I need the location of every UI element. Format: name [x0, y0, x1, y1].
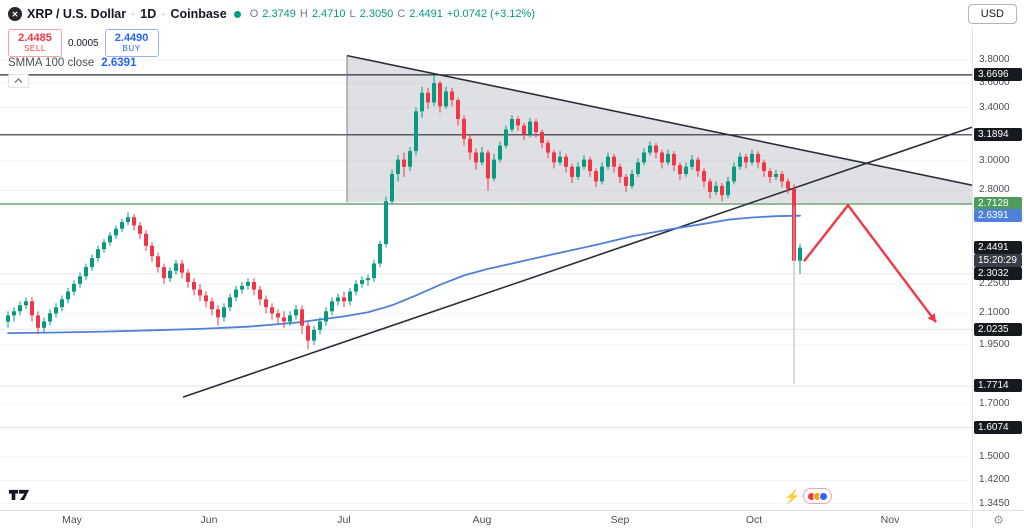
high-value: 2.4710	[311, 8, 346, 20]
forecast-arrowhead	[927, 313, 936, 323]
low-label: L	[349, 8, 356, 20]
spread-value: 0.0005	[68, 37, 99, 49]
price-tick: 2.2500	[979, 277, 1010, 289]
currency-toggle-button[interactable]: USD	[967, 4, 1017, 24]
price-tick: 3.0000	[979, 154, 1010, 166]
reactions-icon[interactable]	[803, 488, 833, 504]
price-tick: 2.8000	[979, 184, 1010, 196]
buy-sell-panel: 2.4485 SELL 0.0005 2.4490 BUY	[8, 29, 159, 57]
ohlc-readout: O 2.3749 H 2.4710 L 2.3050 C 2.4491 +0.0742 …	[250, 8, 535, 20]
flash-icon[interactable]: ⚡	[784, 488, 801, 504]
time-label-may: May	[62, 514, 82, 526]
price-level-badge: 2.7128	[974, 197, 1022, 211]
open-label: O	[249, 8, 259, 20]
triangle-pattern[interactable]	[347, 55, 972, 204]
scale-settings-icon[interactable]: ⚙	[993, 512, 1004, 527]
time-label-aug: Aug	[472, 514, 492, 526]
forecast-arrow[interactable]	[803, 203, 937, 323]
price-level-badge: 3.1894	[974, 128, 1022, 142]
time-label-nov: Nov	[880, 514, 900, 526]
indicator-name: SMMA 100 close	[8, 57, 95, 69]
price-level-badge: 3.6696	[974, 68, 1022, 82]
price-level-badge: 2.3032	[974, 267, 1022, 281]
price-tick: 1.9500	[979, 338, 1010, 350]
indicator-legend[interactable]: SMMA 100 close 2.6391	[8, 57, 136, 69]
interval-label[interactable]: 1D	[140, 7, 157, 21]
change-value: +0.0742 (+3.12%)	[446, 8, 535, 20]
price-axis[interactable]: 3.8000 3.6000 3.4000 3.0000 2.8000 2.2500 2.10…	[972, 28, 1024, 510]
countdown-badge: 15:20:29	[974, 254, 1022, 268]
separator-dot: ·	[161, 7, 166, 21]
close-value: 2.4491	[409, 8, 443, 20]
price-tick: 1.7000	[979, 397, 1010, 409]
collapse-legend-button[interactable]	[8, 74, 29, 88]
smma-line[interactable]	[7, 214, 801, 335]
low-value: 2.3050	[359, 8, 394, 20]
price-tick: 3.4000	[979, 101, 1010, 113]
axis-corner: ⚙	[972, 510, 1024, 528]
time-label-jul: Jul	[337, 514, 351, 526]
price-tick: 1.3450	[979, 497, 1010, 509]
price-level-badge: 1.6074	[974, 420, 1022, 434]
tradingview-logo[interactable]	[8, 486, 30, 508]
time-label-jun: Jun	[200, 514, 218, 526]
tradingview-logo-icon	[8, 489, 30, 500]
price-tick: 3.8000	[979, 54, 1010, 66]
sell-button[interactable]: 2.4485 SELL	[8, 29, 62, 57]
separator-dot: ·	[131, 7, 136, 21]
sell-price: 2.4485	[18, 32, 52, 44]
exchange-label: Coinbase	[170, 7, 227, 21]
open-value: 2.3749	[262, 8, 296, 20]
symbol-logo-icon: ✕	[8, 7, 22, 21]
price-level-badge: 2.6391	[974, 209, 1022, 223]
indicator-value: 2.6391	[101, 57, 137, 69]
footer-icon-cluster: ⚡	[784, 488, 833, 504]
price-level-badge: 2.0235	[974, 322, 1022, 336]
chevron-up-icon	[14, 78, 23, 83]
time-label-oct: Oct	[745, 514, 763, 526]
buy-button[interactable]: 2.4490 BUY	[104, 29, 159, 57]
reaction-dot-blue	[819, 491, 829, 501]
buy-label: BUY	[122, 44, 141, 53]
buy-price: 2.4490	[114, 32, 149, 44]
sell-label: SELL	[24, 44, 46, 53]
price-level-badge: 1.7714	[974, 379, 1022, 393]
triangle-top-edge[interactable]	[346, 54, 972, 187]
symbol-title: XRP / U.S. Dollar	[27, 7, 127, 21]
price-tick: 3.6000	[979, 77, 1010, 89]
market-status-icon	[233, 10, 241, 18]
chart-pane[interactable]	[0, 28, 972, 510]
time-label-sep: Sep	[610, 514, 630, 526]
ascending-trendline[interactable]	[182, 126, 972, 398]
top-toolbar: ✕ XRP / U.S. Dollar · 1D · Coinbase O 2.3…	[0, 0, 1024, 28]
time-axis[interactable]: May Jun Jul Aug Sep Oct Nov	[0, 510, 972, 528]
close-label: C	[397, 8, 406, 20]
symbol-button[interactable]: ✕ XRP / U.S. Dollar · 1D · Coinbase	[8, 7, 227, 21]
price-tick: 1.5000	[979, 451, 1010, 463]
current-price-badge: 2.4491	[974, 241, 1022, 255]
high-label: H	[299, 8, 308, 20]
candlesticks	[6, 74, 802, 350]
price-tick: 1.4200	[979, 474, 1010, 486]
price-tick: 2.1000	[979, 307, 1010, 319]
